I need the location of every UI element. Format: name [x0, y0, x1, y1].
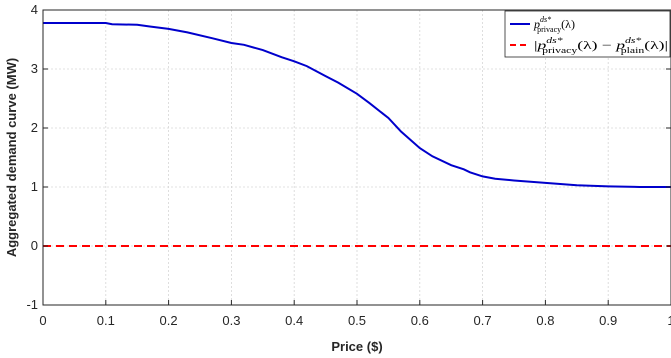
legend-entry-difference: |p ds* privacy (λ) − p ds* plain (λ)|: [534, 36, 668, 55]
legend-entry-difference-base2: p: [615, 38, 625, 52]
series-privacy-line: [43, 22, 671, 188]
legend-entry-difference-sub2: plain: [621, 46, 644, 55]
legend-entry-difference-base1: p: [536, 38, 546, 52]
x-tick-label: 0: [39, 313, 46, 328]
legend-box: [504, 10, 671, 58]
legend-entry-privacy-base: p: [533, 17, 540, 31]
y-tick-label: -1: [26, 297, 38, 312]
legend: pds* privacy(λ) |p ds* privacy (λ) − p ds* pla…: [504, 10, 671, 58]
y-tick-label: 4: [31, 2, 38, 17]
legend-entry-privacy: pds* privacy(λ): [533, 15, 575, 34]
x-tick-label: 0.7: [474, 313, 492, 328]
y-tick-label: 2: [31, 120, 38, 135]
legend-entry-privacy-sub: privacy: [537, 25, 561, 34]
x-tick-label: 0.9: [599, 313, 617, 328]
y-axis-label: Aggregated demand curve (MW): [4, 58, 19, 257]
legend-entry-difference-sub1: privacy: [542, 46, 577, 55]
legend-entry-difference-open: |: [534, 38, 538, 52]
x-axis-label: Price ($): [331, 339, 382, 354]
y-tick-label: 0: [31, 238, 38, 253]
x-tick-label: 0.5: [348, 313, 366, 328]
legend-entry-privacy-tail: (λ): [561, 17, 575, 31]
x-tick-label: 0.1: [97, 313, 115, 328]
x-tick-label: 0.3: [222, 313, 240, 328]
x-tick-label: 1: [667, 313, 671, 328]
legend-entry-difference-sup2: ds*: [625, 36, 641, 45]
series-layer: [43, 22, 671, 247]
y-tick-label: 3: [31, 61, 38, 76]
x-tick-label: 0.6: [411, 313, 429, 328]
y-tick-label: 1: [31, 179, 38, 194]
legend-entry-difference-tail: (λ)|: [644, 38, 668, 52]
legend-entry-difference-sup1: ds*: [546, 36, 562, 45]
x-tick-label: 0.2: [160, 313, 178, 328]
x-tick-label: 0.8: [536, 313, 554, 328]
x-tick-label: 0.4: [285, 313, 303, 328]
legend-entry-difference-mid: (λ) −: [577, 38, 616, 52]
legend-entry-privacy-sup: ds*: [540, 15, 551, 24]
